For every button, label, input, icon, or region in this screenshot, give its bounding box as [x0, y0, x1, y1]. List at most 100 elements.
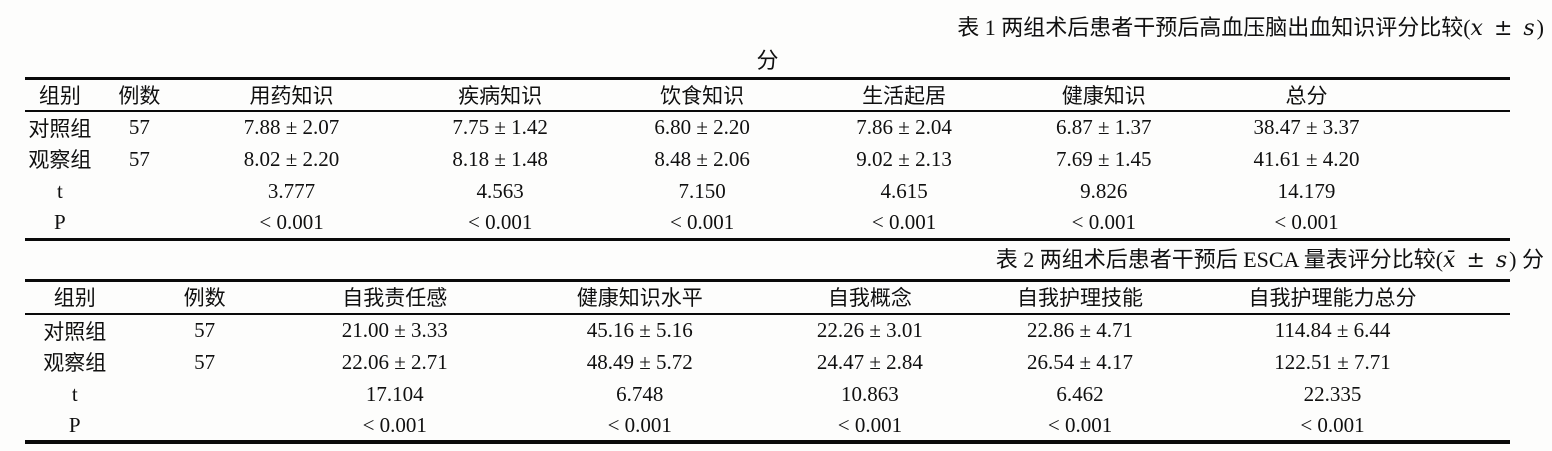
data-cell: [124, 410, 284, 442]
data-cell: < 0.001: [837, 412, 903, 437]
row-label: P: [54, 209, 66, 234]
data-cell: 57: [194, 349, 216, 374]
data-cell: 8.18 ± 1.48: [452, 146, 548, 171]
table-row-t-statistic: t 17.104 6.748 10.863 6.462 22.335: [25, 378, 1510, 410]
data-cell: 4.615: [880, 178, 928, 203]
header-cell-group: 组别: [25, 280, 125, 315]
header-cell-medication-knowledge: 用药知识: [183, 78, 400, 112]
data-cell: < 0.001: [467, 209, 533, 234]
data-cell: 57: [128, 115, 150, 139]
spacer-cell: [1410, 111, 1510, 143]
data-cell: 4.563: [476, 178, 524, 203]
data-cell: 57: [194, 318, 216, 342]
data-cell: 114.84 ± 6.44: [1274, 318, 1391, 342]
data-cell: 26.54 ± 4.17: [1027, 349, 1134, 374]
header-cell-diet-knowledge: 饮食知识: [601, 78, 804, 112]
data-cell: 38.47 ± 3.37: [1253, 115, 1360, 139]
table-row-control-group: 对照组 57 21.00 ± 3.33 45.16 ± 5.16 22.26 ±…: [25, 314, 1510, 346]
table1-title-close: ): [1536, 15, 1544, 40]
table1-title-math: x ± s: [1470, 16, 1537, 41]
table1-header-row: 组别 例数 用药知识 疾病知识 饮食知识 生活起居 健康知识 总分: [25, 78, 1510, 112]
data-cell: 7.75 ± 1.42: [452, 115, 548, 139]
header-cell-self-responsibility: 自我责任感: [284, 280, 505, 315]
header-cell-self-care-skill: 自我护理技能: [964, 280, 1196, 315]
data-cell: 9.826: [1080, 178, 1128, 203]
data-cell: 17.104: [365, 381, 424, 406]
data-cell: 7.88 ± 2.07: [243, 115, 340, 139]
table-row-observation-group: 观察组 57 8.02 ± 2.20 8.18 ± 1.48 8.48 ± 2.…: [25, 143, 1510, 175]
table-row-t-statistic: t 3.777 4.563 7.150 4.615 9.826 14.179: [25, 175, 1510, 207]
data-cell: < 0.001: [1274, 209, 1339, 234]
header-cell-group: 组别: [25, 78, 95, 112]
data-cell: 6.748: [616, 381, 664, 406]
table1-title: 表 1 两组术后患者干预后高血压脑出血知识评分比较(x ± s): [0, 0, 1552, 45]
data-cell: 22.06 ± 2.71: [341, 349, 448, 374]
header-cell-self-care-total: 自我护理能力总分: [1195, 280, 1470, 315]
row-label: t: [56, 178, 63, 203]
data-cell: 6.462: [1056, 381, 1104, 406]
row-label: 对照组: [28, 116, 92, 141]
data-cell: < 0.001: [871, 209, 937, 234]
table2-title: 表 2 两组术后患者干预后 ESCA 量表评分比较(x̄ ± s) 分: [0, 241, 1552, 279]
row-label: t: [71, 381, 78, 406]
data-cell: 41.61 ± 4.20: [1253, 146, 1360, 171]
header-cell-cases: 例数: [124, 280, 285, 315]
data-cell: 7.69 ± 1.45: [1056, 146, 1152, 171]
spacer-cell: [1470, 378, 1510, 410]
data-cell: 6.87 ± 1.37: [1056, 115, 1152, 139]
spacer-cell: [1410, 78, 1510, 112]
data-cell: 57: [128, 146, 150, 171]
table2-header-row: 组别 例数 自我责任感 健康知识水平 自我概念 自我护理技能 自我护理能力总分: [25, 280, 1510, 315]
data-cell: < 0.001: [669, 209, 735, 234]
spacer-cell: [1410, 143, 1510, 175]
data-cell: 48.49 ± 5.72: [586, 349, 693, 374]
header-cell-daily-living: 生活起居: [803, 78, 1006, 112]
data-cell: [124, 378, 284, 410]
data-cell: < 0.001: [1071, 209, 1136, 234]
data-cell: 10.863: [841, 381, 899, 406]
data-cell: 22.335: [1303, 381, 1362, 406]
spacer-cell: [1410, 175, 1510, 207]
table1-title-text: 表 1 两组术后患者干预后高血压脑出血知识评分比较(: [957, 15, 1471, 40]
data-cell: 8.48 ± 2.06: [654, 146, 750, 171]
data-cell: 7.86 ± 2.04: [856, 115, 952, 139]
data-cell: < 0.001: [607, 412, 672, 437]
row-label: 观察组: [43, 351, 107, 375]
row-label: P: [68, 412, 81, 437]
spacer-cell: [1470, 346, 1510, 378]
data-cell: 22.86 ± 4.71: [1027, 318, 1134, 342]
table2-title-math: x̄ ± s: [1443, 247, 1510, 273]
table2-title-close: ) 分: [1509, 246, 1544, 272]
table2-title-text: 表 2 两组术后患者干预后 ESCA 量表评分比较(: [995, 246, 1444, 272]
table-row-observation-group: 观察组 57 22.06 ± 2.71 48.49 ± 5.72 24.47 ±…: [25, 346, 1510, 378]
spacer-cell: [1470, 314, 1510, 346]
data-cell: 21.00 ± 3.33: [341, 318, 448, 342]
data-cell: < 0.001: [362, 412, 427, 437]
row-label: 观察组: [28, 148, 92, 172]
table1-unit-label: 分: [756, 48, 779, 73]
header-cell-health-knowledge-level: 健康知识水平: [504, 280, 775, 315]
data-cell: < 0.001: [259, 209, 324, 234]
table-row-p-value: P < 0.001 < 0.001 < 0.001 < 0.001 < 0.00…: [25, 207, 1510, 239]
spacer-cell: [1410, 207, 1510, 239]
header-cell-disease-knowledge: 疾病知识: [399, 78, 602, 112]
spacer-cell: [1469, 280, 1510, 315]
table1-title-wrapped-unit: 分: [25, 45, 1510, 77]
table2-esca-scores: 组别 例数 自我责任感 健康知识水平 自我概念 自我护理技能 自我护理能力总分 …: [25, 278, 1510, 444]
data-cell: 3.777: [267, 178, 316, 203]
data-cell: 6.80 ± 2.20: [654, 115, 750, 139]
data-cell: 122.51 ± 7.71: [1274, 349, 1391, 374]
data-cell: < 0.001: [1300, 412, 1365, 437]
header-cell-health-knowledge: 健康知识: [1005, 78, 1203, 112]
data-cell: 8.02 ± 2.20: [243, 146, 340, 171]
data-cell: 14.179: [1277, 178, 1336, 203]
data-cell: [95, 175, 184, 207]
data-cell: 9.02 ± 2.13: [856, 146, 952, 171]
table1-knowledge-scores: 组别 例数 用药知识 疾病知识 饮食知识 生活起居 健康知识 总分 对照组 57…: [25, 77, 1510, 241]
header-cell-cases: 例数: [94, 78, 184, 112]
data-cell: [95, 207, 184, 239]
data-cell: 22.26 ± 3.01: [816, 318, 923, 342]
data-cell: < 0.001: [1047, 412, 1113, 437]
data-cell: 7.150: [678, 178, 726, 203]
header-cell-total-score: 总分: [1202, 78, 1411, 112]
